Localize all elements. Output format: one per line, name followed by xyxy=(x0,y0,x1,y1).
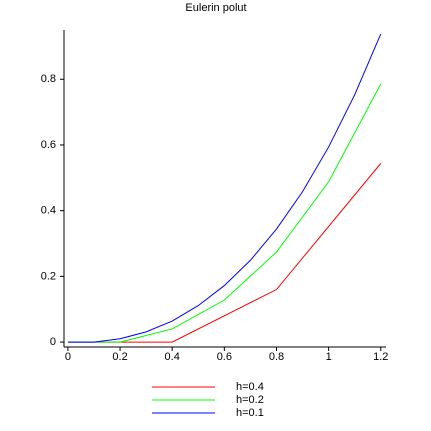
chart-title: Eulerin polut xyxy=(185,2,246,14)
y-tick-label: 0.2 xyxy=(41,270,56,282)
x-tick-label: 0.4 xyxy=(165,351,180,363)
y-tick-label: 0 xyxy=(50,336,56,348)
x-tick-label: 0.8 xyxy=(269,351,284,363)
series-line xyxy=(67,83,382,343)
legend-label: h=0.2 xyxy=(236,394,264,406)
x-tick-label: 1 xyxy=(326,351,332,363)
x-tick-label: 0.6 xyxy=(217,351,232,363)
x-tick-label: 0.2 xyxy=(112,351,127,363)
series-line xyxy=(67,163,382,343)
legend-label: h=0.4 xyxy=(236,381,264,393)
series-line xyxy=(67,33,382,343)
x-tick-label: 1.2 xyxy=(373,351,388,363)
y-tick-label: 0.6 xyxy=(41,139,56,151)
legend-label: h=0.1 xyxy=(236,407,264,419)
x-tick-label: 0 xyxy=(65,351,71,363)
y-tick-label: 0.8 xyxy=(41,73,56,85)
y-tick-label: 0.4 xyxy=(41,205,56,217)
